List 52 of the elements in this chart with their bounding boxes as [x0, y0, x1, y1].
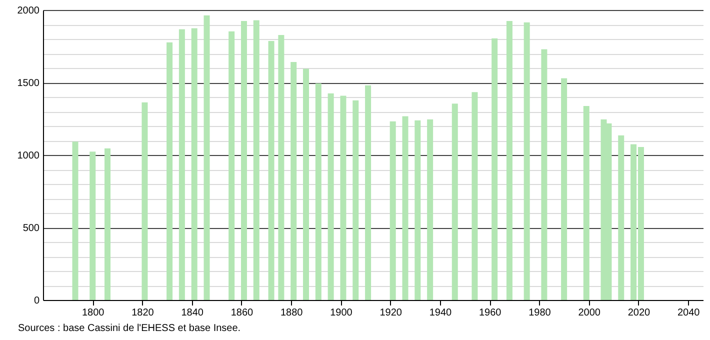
bar [315, 83, 322, 300]
x-tick-label: 2000 [578, 308, 601, 318]
bar [472, 92, 478, 300]
y-tick-label: 1000 [17, 150, 40, 162]
bar [561, 78, 568, 300]
x-tick-label: 1840 [181, 308, 204, 318]
bar [90, 152, 96, 300]
bar [166, 42, 173, 300]
bar [492, 38, 498, 300]
bar [268, 41, 274, 300]
y-tick-label: 2000 [17, 6, 40, 16]
bar [583, 106, 590, 300]
bar [204, 15, 210, 300]
bar [72, 142, 78, 300]
bar [253, 20, 260, 300]
bar [240, 21, 247, 300]
x-tick-label: 1980 [528, 308, 552, 318]
bar [352, 100, 359, 300]
x-tick-label: 2020 [628, 308, 651, 318]
y-tick-label: 500 [22, 223, 40, 234]
bar [303, 68, 310, 300]
bar [365, 85, 372, 300]
bar [452, 104, 458, 300]
bar [524, 22, 530, 300]
x-tick-label: 1860 [230, 308, 254, 318]
bar [178, 29, 185, 300]
bar [328, 93, 334, 300]
bar [278, 34, 284, 300]
source-note: Sources : base Cassini de l'EHESS et base Insee. [18, 323, 241, 334]
y-tick-label: 0 [34, 296, 40, 306]
x-tick-label: 1900 [330, 308, 353, 318]
bar [142, 102, 148, 300]
bar [414, 120, 421, 300]
x-tick-label: 1820 [132, 308, 154, 318]
bar [104, 148, 111, 300]
bar [541, 49, 548, 300]
x-tick-label: 1960 [478, 308, 502, 318]
bar [618, 135, 624, 300]
bar [228, 31, 235, 300]
bar [340, 96, 346, 300]
x-tick-label: 1800 [82, 308, 105, 318]
bar [191, 28, 198, 300]
bar [390, 121, 396, 300]
bar [290, 62, 297, 300]
x-tick-label: 1940 [429, 308, 452, 318]
x-tick-label: 2040 [677, 308, 700, 318]
bar [402, 116, 408, 300]
bar [506, 21, 512, 300]
x-tick-label: 1920 [380, 308, 402, 318]
bar [427, 119, 434, 300]
x-tick-label: 1880 [280, 308, 304, 318]
y-tick-label: 1500 [17, 78, 40, 89]
